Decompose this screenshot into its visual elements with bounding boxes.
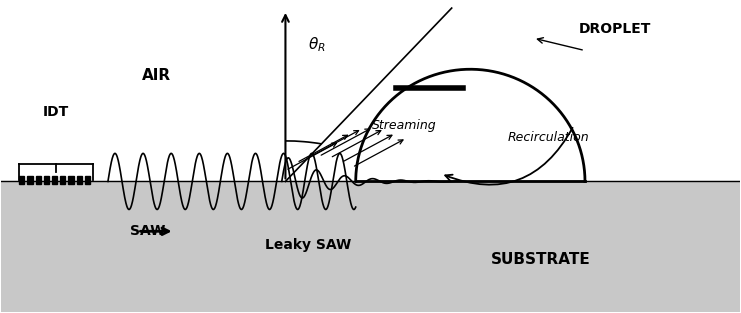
- Bar: [77, 176, 82, 184]
- Text: SAW: SAW: [130, 224, 165, 238]
- Bar: [52, 176, 57, 184]
- Text: SUBSTRATE: SUBSTRATE: [491, 252, 591, 267]
- Bar: [85, 176, 90, 184]
- Text: Leaky SAW: Leaky SAW: [265, 238, 350, 252]
- Text: AIR: AIR: [142, 68, 170, 83]
- Bar: [19, 176, 24, 184]
- Text: Recirculation: Recirculation: [507, 131, 589, 144]
- Text: $\theta_R$: $\theta_R$: [308, 35, 325, 54]
- Text: IDT: IDT: [43, 105, 70, 119]
- Bar: [60, 176, 65, 184]
- Bar: [27, 176, 33, 184]
- Text: DROPLET: DROPLET: [579, 22, 651, 36]
- Bar: [36, 176, 41, 184]
- Bar: [44, 176, 49, 184]
- Text: Streaming: Streaming: [371, 119, 436, 132]
- Bar: [1, 182, 740, 312]
- FancyArrowPatch shape: [445, 128, 573, 185]
- Bar: [68, 176, 73, 184]
